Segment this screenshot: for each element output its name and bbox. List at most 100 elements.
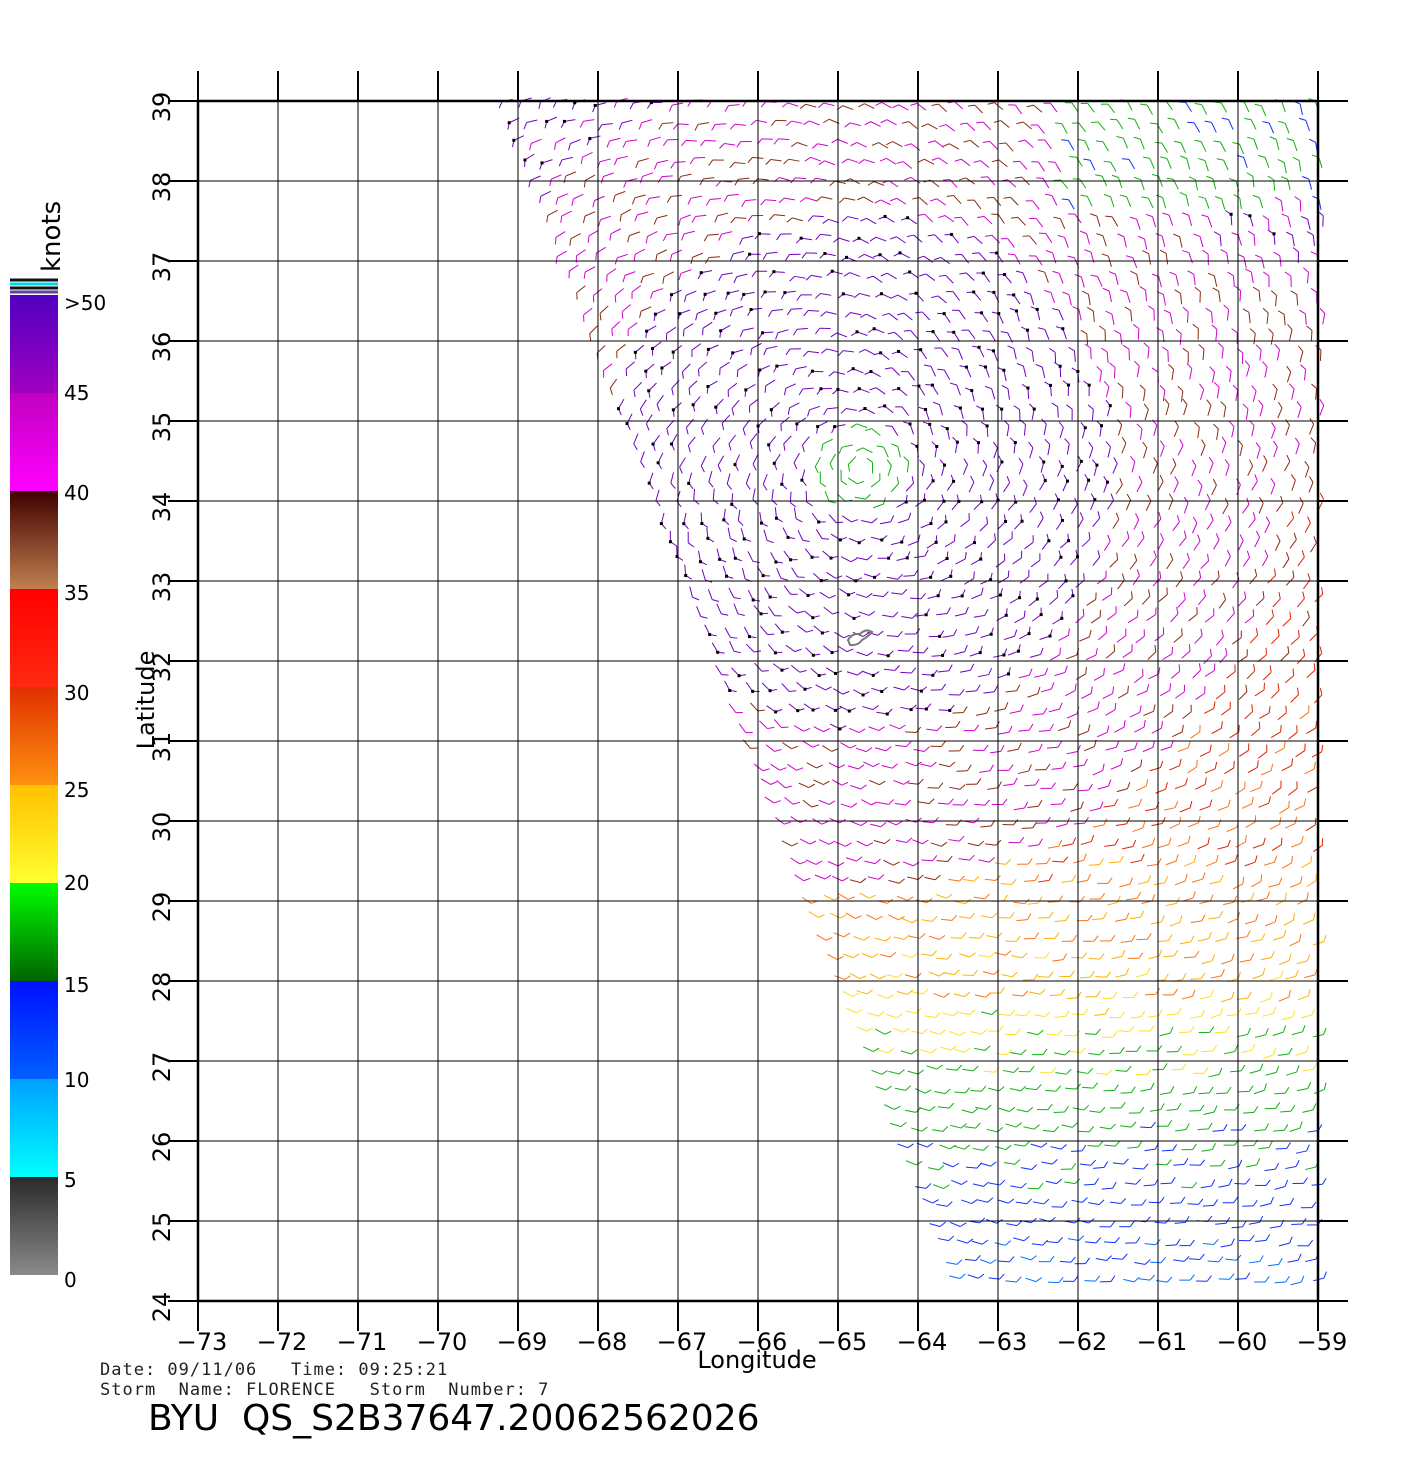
wind-barb bbox=[1038, 1255, 1055, 1263]
wind-barb bbox=[907, 534, 921, 546]
wind-barb bbox=[840, 802, 858, 808]
colorbar-band bbox=[10, 687, 58, 785]
wind-barb bbox=[1280, 645, 1290, 661]
wind-barb bbox=[1052, 856, 1069, 863]
wind-barb bbox=[1169, 758, 1182, 771]
wind-barb bbox=[1024, 874, 1040, 882]
wind-barb bbox=[1305, 817, 1317, 832]
wind-barb bbox=[1143, 704, 1156, 717]
wind-barb bbox=[1005, 935, 1021, 942]
wind-barb bbox=[1105, 441, 1112, 458]
wind-barb bbox=[1016, 362, 1027, 377]
wind-barb bbox=[1027, 1029, 1044, 1036]
wind-barb bbox=[1165, 1238, 1181, 1247]
wind-barb bbox=[1179, 1025, 1195, 1034]
wind-barb bbox=[951, 347, 964, 360]
wind-barb bbox=[806, 762, 823, 769]
wind-barb bbox=[889, 236, 906, 244]
wind-barb bbox=[718, 231, 733, 241]
wind-barb bbox=[909, 291, 924, 302]
wind-barb bbox=[1016, 1106, 1034, 1113]
wind-barb bbox=[1085, 990, 1101, 998]
wind-barb bbox=[1055, 1068, 1072, 1075]
wind-barb bbox=[917, 158, 935, 165]
wind-barb bbox=[1102, 686, 1115, 700]
wind-barb bbox=[963, 724, 980, 732]
wind-barb bbox=[897, 1143, 914, 1149]
wind-barb bbox=[1126, 892, 1142, 901]
wind-barb bbox=[1210, 969, 1225, 979]
wind-barb bbox=[659, 512, 667, 530]
wind-barb bbox=[1240, 1043, 1256, 1054]
wind-barb bbox=[803, 703, 820, 712]
wind-barb bbox=[922, 421, 934, 436]
wind-barb bbox=[1138, 1274, 1156, 1281]
wind-barb bbox=[1099, 1123, 1116, 1130]
wind-barb bbox=[1207, 1256, 1224, 1263]
wind-barb bbox=[1173, 476, 1179, 493]
wind-barb bbox=[1217, 799, 1231, 811]
wind-barb bbox=[891, 588, 908, 595]
wind-barb bbox=[727, 527, 737, 542]
wind-barb bbox=[949, 1030, 966, 1036]
wind-barb bbox=[970, 1085, 987, 1092]
wind-barb bbox=[936, 607, 951, 616]
wind-barb bbox=[726, 473, 733, 490]
wind-barb bbox=[634, 211, 649, 222]
wind-barb bbox=[915, 608, 930, 617]
wind-barb bbox=[822, 745, 839, 752]
wind-barb bbox=[1279, 800, 1290, 814]
wind-barb bbox=[1155, 233, 1166, 248]
wind-barb bbox=[1201, 954, 1216, 965]
wind-barb bbox=[896, 989, 914, 995]
wind-barb bbox=[1037, 971, 1054, 978]
wind-barb bbox=[1099, 1220, 1116, 1228]
wind-barb bbox=[895, 741, 912, 748]
wind-barb bbox=[935, 893, 953, 899]
wind-barb bbox=[1105, 215, 1119, 227]
wind-barb bbox=[1261, 549, 1269, 567]
wind-barb bbox=[1188, 815, 1201, 828]
wind-barb bbox=[958, 912, 976, 919]
wind-barb bbox=[1251, 721, 1261, 737]
wind-barb bbox=[1061, 837, 1077, 847]
wind-barb bbox=[1186, 363, 1193, 380]
wind-barb bbox=[1065, 683, 1077, 697]
wind-barb bbox=[1007, 345, 1017, 360]
wind-barb bbox=[1027, 896, 1043, 905]
wind-barb bbox=[1005, 1276, 1022, 1283]
wind-barb bbox=[730, 493, 738, 510]
wind-barb bbox=[1229, 724, 1240, 739]
wind-barb bbox=[1187, 121, 1201, 133]
wind-barb bbox=[1056, 817, 1070, 828]
wind-barb bbox=[976, 271, 991, 283]
wind-barb bbox=[1173, 420, 1179, 438]
wind-barb bbox=[1177, 835, 1191, 847]
wind-barb bbox=[1108, 271, 1119, 286]
wind-barb bbox=[1053, 216, 1066, 229]
wind-barb bbox=[606, 137, 621, 148]
wind-barb bbox=[1097, 877, 1113, 884]
wind-barb bbox=[1062, 474, 1069, 492]
wind-barb bbox=[1045, 1178, 1063, 1185]
wind-barb bbox=[1245, 1006, 1260, 1016]
wind-barb bbox=[681, 230, 695, 241]
wind-barb bbox=[1231, 1220, 1247, 1229]
wind-barb bbox=[967, 199, 982, 210]
wind-barb bbox=[1074, 1257, 1091, 1265]
wind-barb bbox=[685, 418, 694, 435]
wind-barb bbox=[970, 1029, 988, 1035]
wind-barb bbox=[1117, 382, 1124, 399]
wind-barb bbox=[1255, 344, 1262, 361]
wind-barb bbox=[1108, 855, 1124, 864]
wind-barb bbox=[866, 914, 883, 920]
wind-barb bbox=[1136, 779, 1149, 792]
wind-barb bbox=[910, 102, 927, 111]
wind-barb bbox=[937, 312, 951, 324]
wind-barb bbox=[1019, 419, 1027, 436]
wind-barb bbox=[1198, 344, 1205, 361]
wind-barb bbox=[1248, 1255, 1264, 1264]
wind-barb bbox=[756, 566, 771, 578]
wind-barb bbox=[886, 630, 903, 638]
wind-barb bbox=[629, 100, 645, 110]
